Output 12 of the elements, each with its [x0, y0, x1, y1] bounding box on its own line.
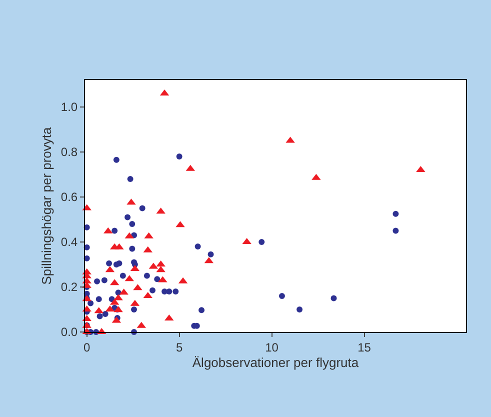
y-tick-label: 0.8: [60, 145, 78, 160]
y-tick-label: 0.4: [60, 235, 78, 250]
y-tick-label: 0.0: [60, 325, 78, 340]
y-tick-label: 0.2: [60, 280, 78, 294]
x-axis-title: Älgobservationer per flygruta: [192, 355, 360, 370]
x-tick-label: 10: [265, 340, 279, 354]
x-tick-label: 15: [358, 340, 372, 354]
y-axis-title: Spillningshögar per provyta: [38, 126, 54, 285]
y-tick-label: 1.0: [60, 100, 78, 114]
x-tick-label: 0: [84, 340, 91, 354]
x-tick-label: 5: [176, 340, 183, 354]
y-tick-label: 0.6: [60, 190, 78, 204]
